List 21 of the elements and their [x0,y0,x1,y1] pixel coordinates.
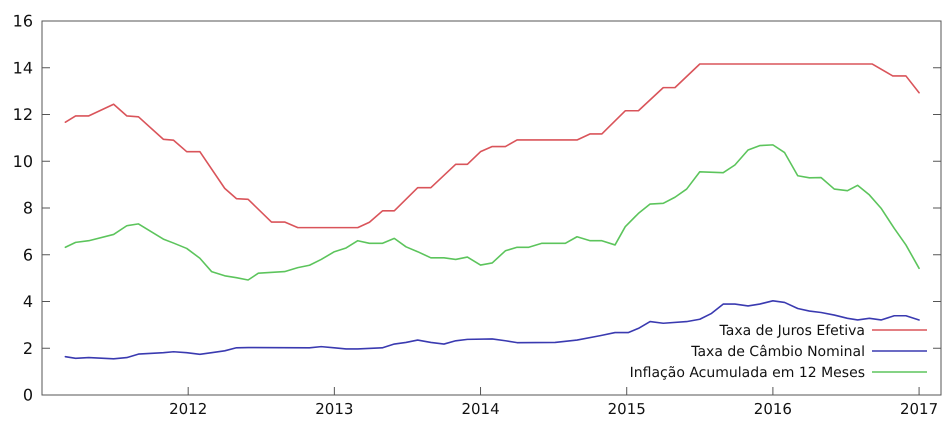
line-series [64,144,920,281]
x-tick-label: 2014 [461,400,500,418]
x-tick-label: 2013 [315,400,354,418]
y-tick-label: 10 [12,152,33,171]
y-tick-label: 2 [22,338,33,358]
line-series [64,63,920,228]
y-tick-label: 12 [12,105,33,124]
legend-label: Taxa de Câmbio Nominal [690,344,865,360]
y-tick-label: 0 [22,386,33,405]
y-tick-label: 8 [22,198,33,218]
legend-label: Inflação Acumulada em 12 Meses [630,364,865,381]
x-tick-label: 2017 [900,400,938,418]
y-tick-label: 6 [22,245,33,264]
x-tick-label: 2012 [169,400,208,418]
x-tick-label: 2016 [754,400,792,418]
x-tick-label: 2015 [608,400,646,418]
line-series [64,300,920,360]
legend-label: Taxa de Juros Efetiva [718,322,865,339]
y-tick-label: 16 [12,12,33,31]
y-tick-label: 4 [22,292,33,312]
y-tick-label: 14 [12,58,33,78]
